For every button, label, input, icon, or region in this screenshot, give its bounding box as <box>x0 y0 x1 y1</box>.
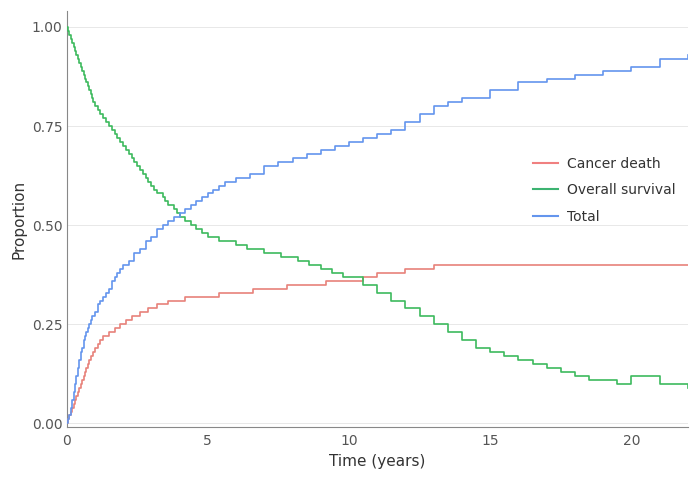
X-axis label: Time (years): Time (years) <box>329 454 426 469</box>
Y-axis label: Proportion: Proportion <box>11 180 26 259</box>
Legend: Cancer death, Overall survival, Total: Cancer death, Overall survival, Total <box>528 151 681 229</box>
